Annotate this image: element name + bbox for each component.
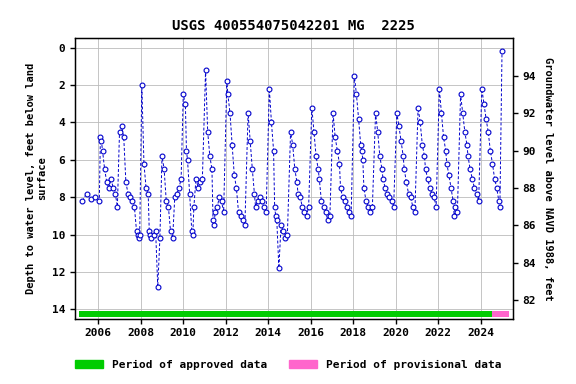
Legend: Period of approved data, Period of provisional data: Period of approved data, Period of provi… [70, 356, 506, 375]
Y-axis label: Depth to water level, feet below land
surface: Depth to water level, feet below land su… [26, 63, 47, 294]
Y-axis label: Groundwater level above NAVD 1988, feet: Groundwater level above NAVD 1988, feet [543, 57, 552, 300]
Title: USGS 400554075042201 MG  2225: USGS 400554075042201 MG 2225 [172, 19, 415, 33]
Bar [492, 311, 509, 317]
Bar [79, 311, 492, 317]
